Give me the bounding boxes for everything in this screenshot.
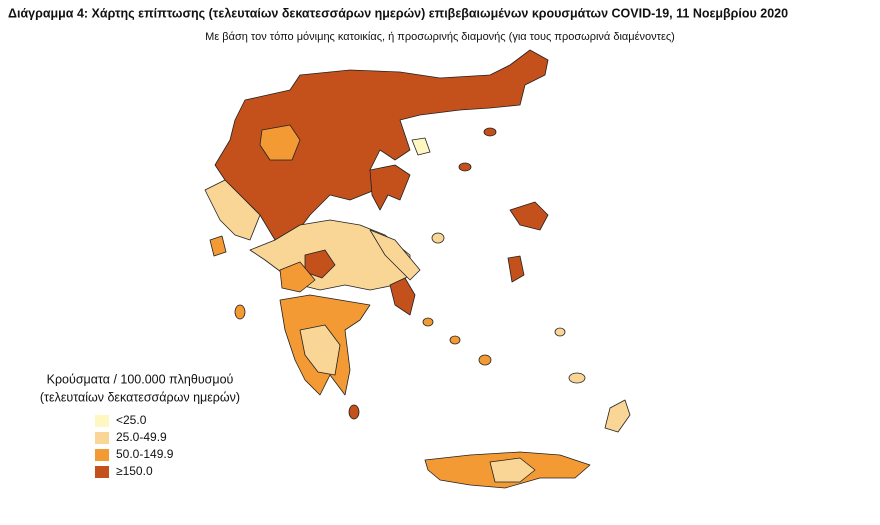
region [209, 235, 227, 257]
legend-swatch [95, 432, 109, 444]
region [431, 232, 445, 244]
region [259, 124, 301, 161]
legend-label: ≥150.0 [116, 464, 153, 478]
region [389, 277, 416, 316]
legend-label: <25.0 [116, 413, 147, 427]
legend-label: 25.0-49.9 [116, 430, 167, 444]
region [483, 127, 497, 137]
legend-title: Κρούσματα / 100.000 πληθυσμού [47, 372, 234, 386]
region [489, 457, 536, 483]
region [554, 327, 566, 337]
legend-swatch [95, 415, 109, 427]
region [369, 229, 421, 281]
region [411, 137, 431, 156]
legend-swatch [95, 449, 109, 461]
region [369, 164, 411, 211]
legend-title: (τελευταίων δεκατεσσάρων ημερών) [40, 390, 240, 404]
region [299, 324, 341, 376]
region [478, 354, 492, 366]
region [449, 335, 461, 345]
region [234, 304, 246, 320]
greece-map [204, 49, 631, 489]
region [279, 261, 316, 293]
region [568, 372, 586, 384]
region [458, 162, 472, 172]
legend-label: 50.0-149.9 [116, 447, 174, 461]
region [348, 404, 360, 420]
region [509, 201, 549, 231]
subtitle: Με βάση τον τόπο μόνιμης κατοικίας, ή πρ… [205, 31, 675, 43]
title: Διάγραμμα 4: Χάρτης επίπτωσης (τελευταίω… [8, 6, 788, 20]
region [507, 255, 525, 283]
region [204, 179, 261, 241]
legend-swatch [95, 466, 109, 478]
region [604, 399, 631, 433]
region [422, 317, 434, 327]
